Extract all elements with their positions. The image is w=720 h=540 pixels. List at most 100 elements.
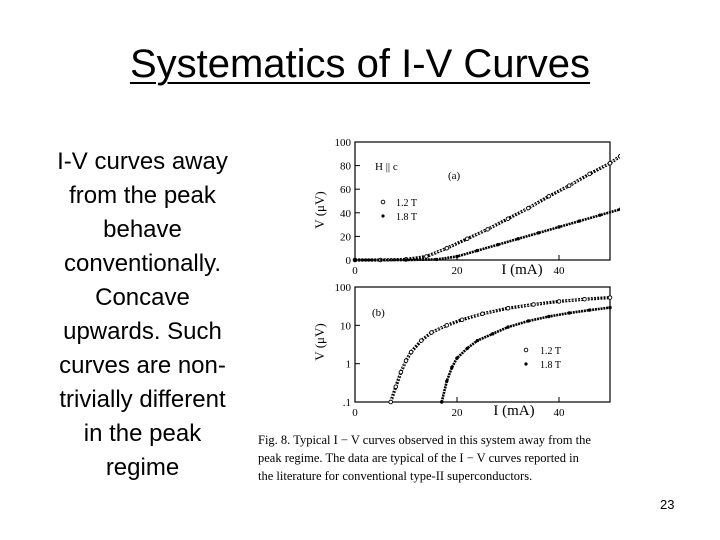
panel-b-label: (b) [372,307,385,319]
panel-b-data-point [531,302,536,307]
panel-b-y-tick-label: 1 [346,359,352,371]
panel-b-data-point [567,311,571,315]
panel-b-x-tick-label: 40 [554,407,566,419]
panel-b-data-point [608,305,612,310]
panel-a-annotation: H || c [375,161,398,173]
panel-b-xlabel: I (mA) [493,403,534,419]
panel-b-data-point [459,317,465,322]
panel-a-data [352,153,620,263]
panel-b-y-tick-label: 100 [335,282,352,294]
panel-a-data-point [434,257,439,262]
panel-a-y-tick-label: 60 [340,184,352,196]
panel-a-data-point [598,213,602,217]
panel-b-y-tick-label: 10 [340,320,352,332]
panel-a-data-point [496,242,500,247]
panel-a-series [353,207,620,262]
panel-b-data-point [444,323,450,328]
panel-b-data-point [587,308,592,312]
panel-b-ylabel: V (μV) [312,323,327,360]
panel-b-data-point [491,332,495,336]
panel-a-data-point [617,153,620,159]
panel-a-data-point [587,171,592,177]
body-line: Concave [95,284,190,311]
panel-a-legend: 1.2 T 1.8 T [380,198,417,223]
panel-b-data-point [607,295,613,300]
panel-b-data-point [419,338,424,343]
panel-b-series [388,295,613,405]
caption-line: the literature for conventional type-II … [258,469,533,483]
panel-b-y-ticks: .1 1 10 100 [335,282,360,409]
legend-marker-1-8T [524,362,528,366]
panel-b-y-tick-label: .1 [343,397,351,409]
panel-b-data-point [480,311,485,317]
body-line: in the peak [83,420,202,447]
panel-b-data-point [398,369,404,375]
panel-a-label: (a) [448,170,461,182]
panel-b-series [440,305,612,404]
panel-b-data-point [556,299,562,304]
body-line: behave [103,216,182,243]
panel-a-y-tick-label: 40 [340,208,352,220]
panel-b-data-point [455,356,459,360]
body-line: curves are non- [59,352,226,379]
legend-label-1-8T: 1.8 T [540,360,561,371]
body-line: conventionally. [64,250,221,277]
body-line: I-V curves away [57,148,228,175]
body-line: upwards. Such [63,318,222,345]
panel-b-data-point [388,399,393,405]
panel-b-series-line [389,296,611,403]
panel-b-legend: 1.2 T 1.8 T [523,346,561,371]
panel-b-series-line-highlight [390,297,611,403]
legend-label-1-2T: 1.2 T [540,346,561,357]
slide-body: I-V curves away from the peak behave con… [30,145,255,485]
panel-a-series-line [355,208,620,262]
caption-line: Fig. 8. Typical I − V curves observed in… [258,433,591,447]
body-line: trivially different [59,386,226,413]
legend-label-1-2T: 1.2 T [396,198,417,209]
panel-a-data-point [464,236,470,242]
body-line: regime [105,454,180,481]
panel-b-data-point [465,346,469,351]
panel-b-series-line [440,306,611,403]
panel-a-data-point [475,248,480,253]
panel-a-data-point [424,254,429,259]
panel-a-xlabel: I (mA) [501,262,542,278]
panel-b-frame [354,286,611,403]
panel-a-x-tick-label: 0 [352,265,358,277]
panel-b-data-point [440,400,444,404]
panel-b-x-tick-label: 20 [452,407,464,419]
panel-a-frame [354,141,611,261]
panel-b-data-point [393,384,399,389]
panel-a-y-tick-label: 100 [335,137,352,149]
panel-b-data-point [505,305,511,311]
legend-label-1-8T: 1.8 T [396,212,417,223]
panel-a-data-point [485,227,490,232]
panel-a-ylabel: V (μV) [312,191,327,228]
panel-b-data-point [475,338,480,343]
panel-a-y-tick-label: 20 [340,231,352,243]
panel-b-data-point [403,358,409,363]
panel-b-data-point [506,325,510,329]
panel-b-data-point [526,319,531,323]
panel-a-y-tick-label: 0 [346,255,352,267]
panel-b-data-point [450,365,454,370]
panel-a-data-point [618,207,620,211]
panel-a-data-point [455,254,459,259]
panel-b: .1 1 10 100 0 20 40 V (μV) I (mA) (b) 1.2 T 1… [312,282,613,419]
panel-a-data-point [516,237,520,241]
caption-line: peak regime. The data are typical of the… [258,451,579,465]
panel-b-data-point [445,379,449,383]
panel-a-data-point [353,258,357,262]
panel-a-data-point [404,258,408,262]
panel-a-data-point [566,183,572,188]
panel-a-data-point [607,160,613,166]
legend-marker-1-2T [523,347,529,353]
panel-b-data-point [582,296,587,302]
panel-b-data-point [408,349,414,355]
panel-a-data-point [577,219,582,223]
panel-b-data-point [547,314,551,319]
panel-b-x-ticks: 0 20 40 [352,397,565,419]
panel-a-y-ticks: 0 20 40 60 80 100 [335,137,360,267]
